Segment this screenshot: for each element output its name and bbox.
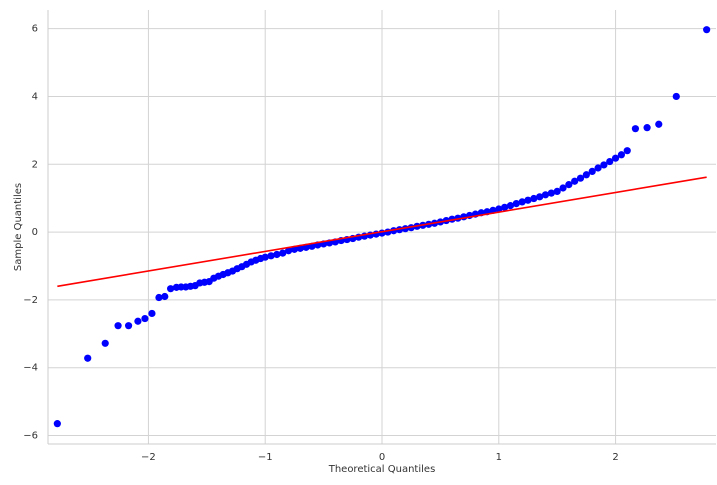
y-tick-label: −4 <box>23 363 38 374</box>
x-tick-label: 1 <box>496 452 502 463</box>
point <box>530 194 538 203</box>
y-tick-label: −6 <box>23 431 38 442</box>
point <box>114 322 122 330</box>
point <box>547 189 555 197</box>
point <box>161 292 169 301</box>
point <box>594 164 602 172</box>
point <box>495 205 503 213</box>
point <box>134 317 142 325</box>
point <box>600 161 608 169</box>
y-tick-label: −2 <box>23 295 38 306</box>
y-axis-label: Sample Quantiles <box>13 183 24 271</box>
point <box>141 314 149 323</box>
x-axis-label: Theoretical Quantiles <box>328 464 436 475</box>
y-tick-label: 2 <box>32 159 38 170</box>
point <box>512 200 520 208</box>
point <box>124 322 133 330</box>
point <box>643 124 651 132</box>
point <box>284 247 293 255</box>
point <box>506 202 515 210</box>
point <box>273 250 281 259</box>
point <box>279 249 287 257</box>
point <box>611 154 620 162</box>
fit-line <box>57 176 707 288</box>
point <box>167 285 175 293</box>
point <box>148 309 156 318</box>
point <box>524 196 532 204</box>
point <box>53 420 61 428</box>
point <box>582 171 590 179</box>
point <box>501 203 509 211</box>
point <box>155 293 163 302</box>
point <box>576 174 585 182</box>
x-tick-label: 2 <box>612 452 618 463</box>
x-tick-label: −2 <box>141 452 156 463</box>
point <box>571 177 579 185</box>
point <box>672 92 680 101</box>
y-tick-label: 6 <box>32 24 38 35</box>
point <box>541 191 550 199</box>
point <box>553 187 561 195</box>
point <box>588 167 596 175</box>
point <box>518 198 526 206</box>
point <box>261 253 269 261</box>
point <box>559 184 567 192</box>
y-tick-label: 4 <box>32 91 38 102</box>
point <box>565 181 573 189</box>
x-tick-label: 0 <box>379 452 385 463</box>
point <box>536 193 544 201</box>
point <box>101 339 109 347</box>
point <box>631 125 640 133</box>
point <box>84 354 92 362</box>
point <box>617 151 626 159</box>
point <box>623 147 631 155</box>
point <box>703 26 711 34</box>
point <box>606 157 614 166</box>
x-tick-label: −1 <box>258 452 273 463</box>
point <box>655 120 663 128</box>
y-tick-label: 0 <box>32 227 38 238</box>
point <box>267 252 275 260</box>
